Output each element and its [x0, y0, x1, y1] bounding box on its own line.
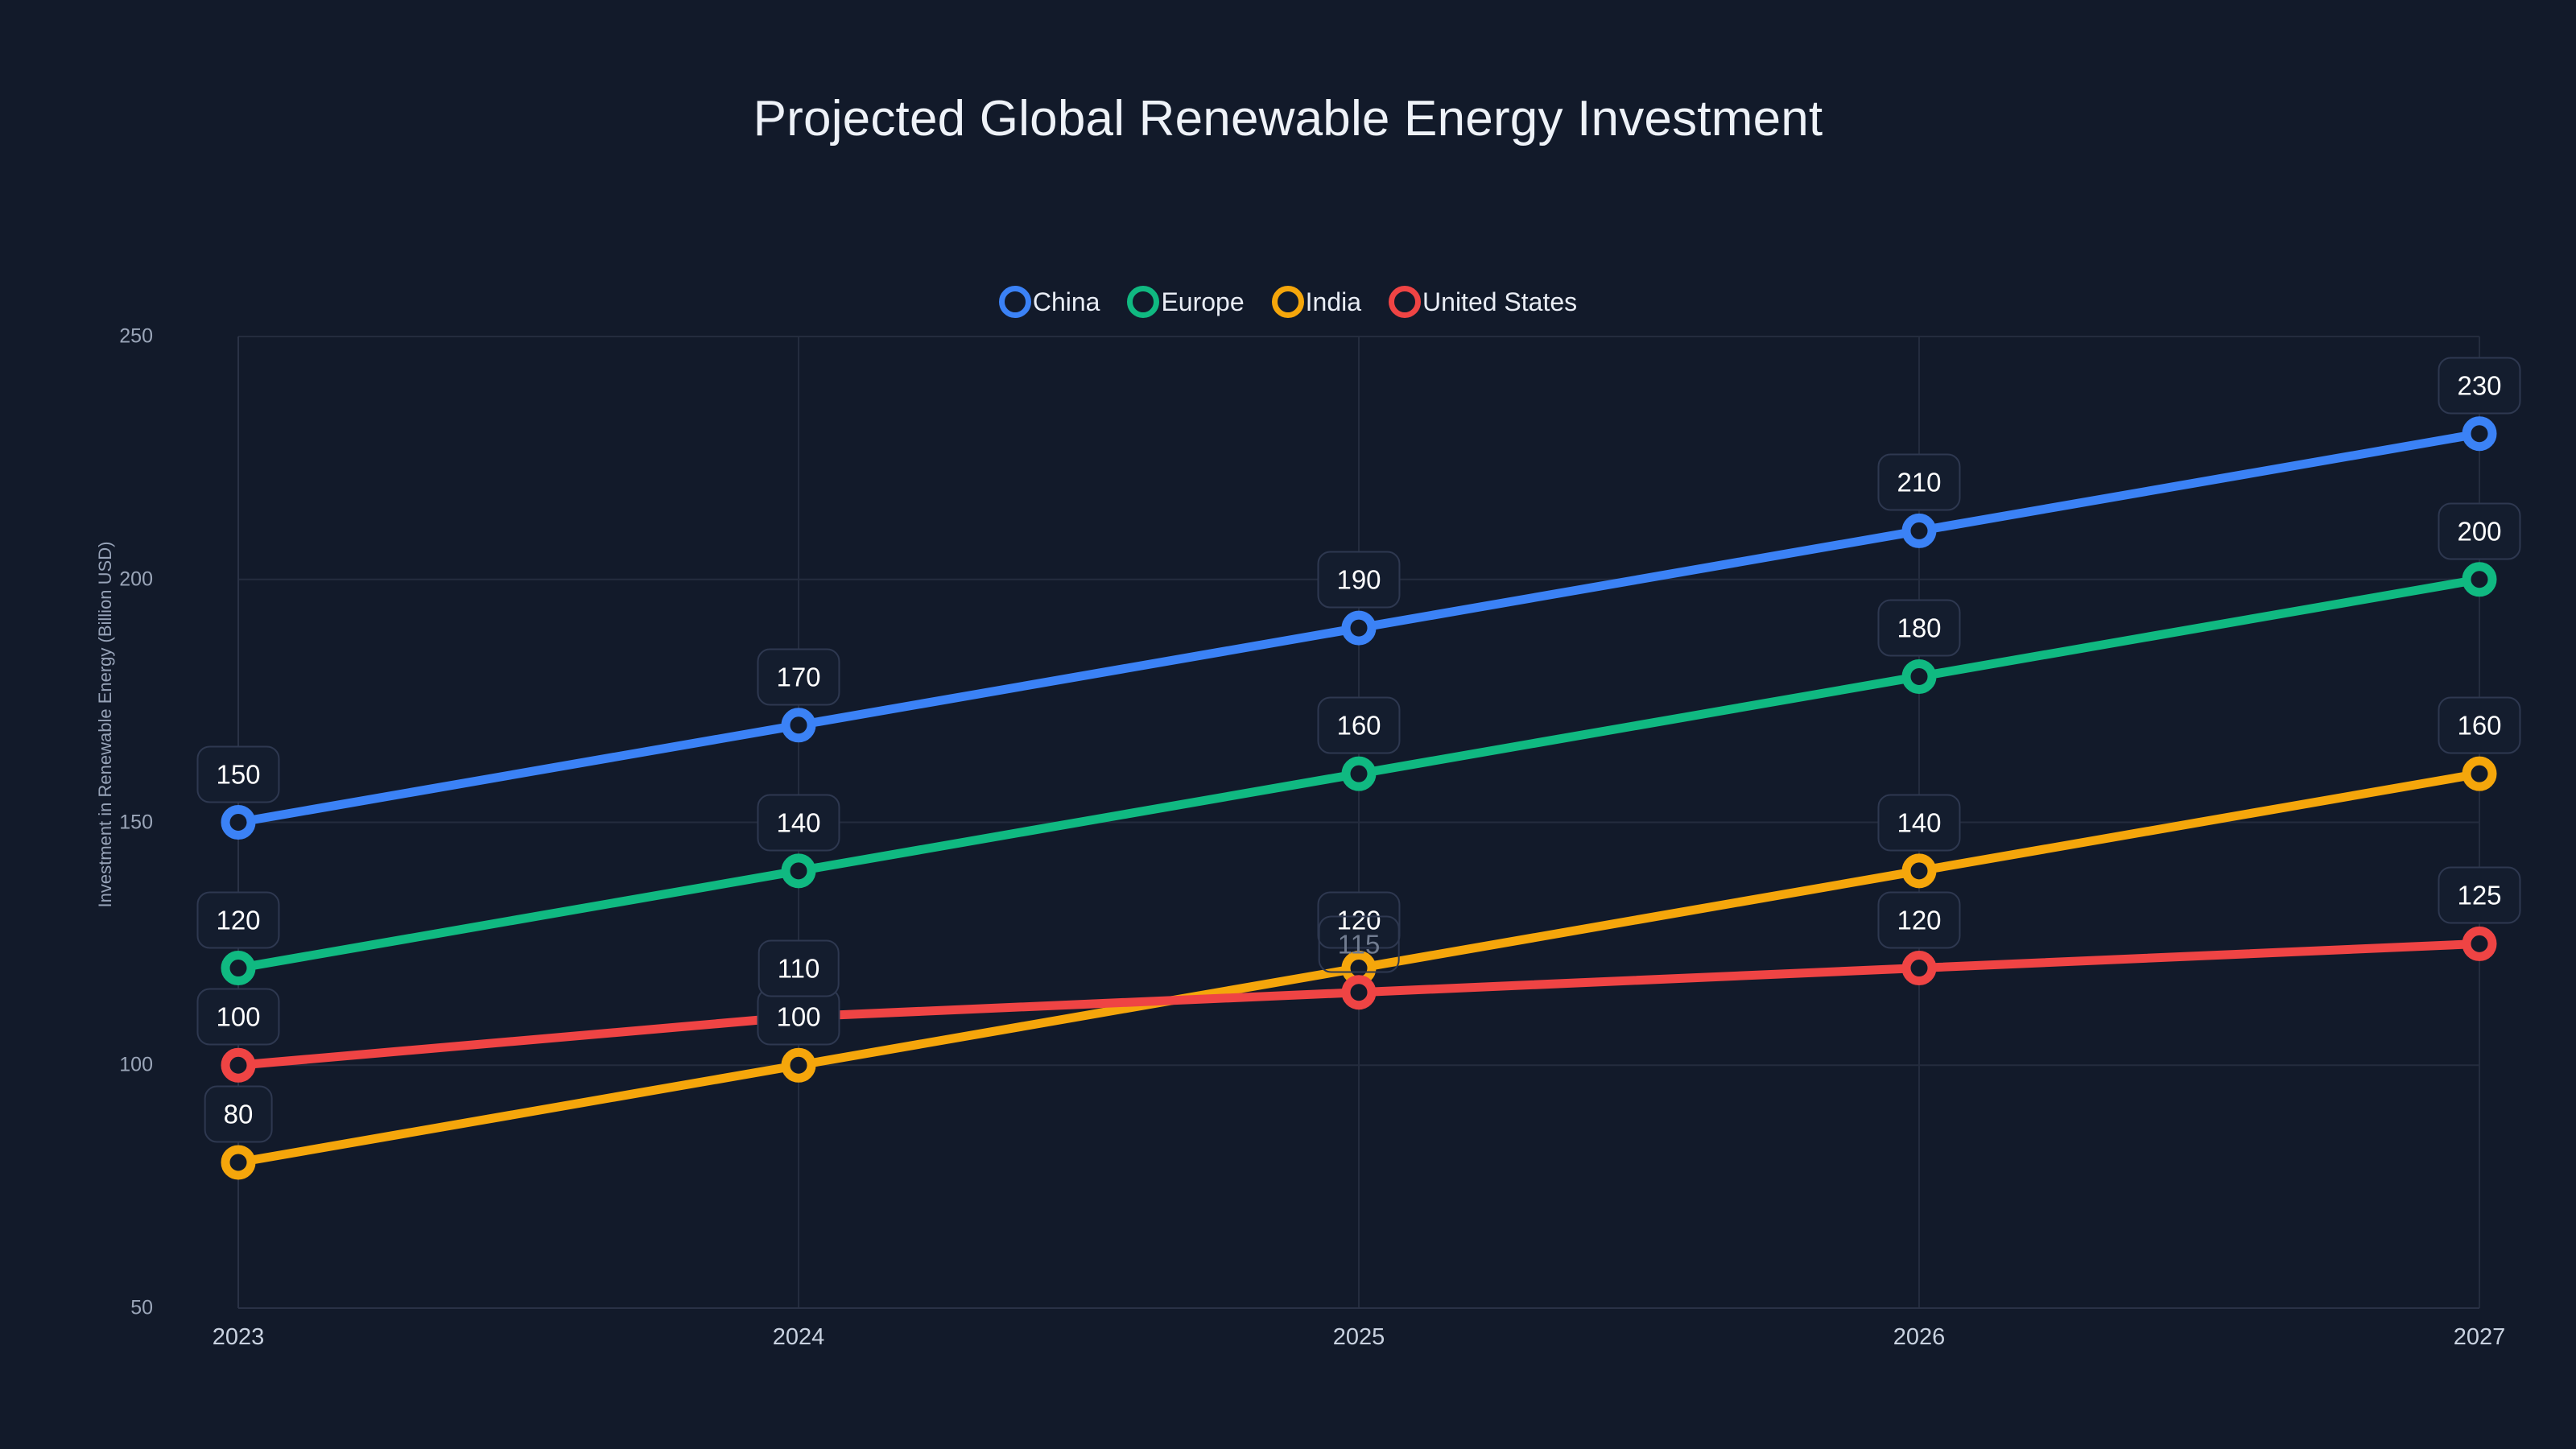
- legend-item-united-states[interactable]: United States: [1389, 286, 1577, 318]
- data-label-china-2024: 170: [757, 648, 840, 706]
- x-axis-tick-2027: 2027: [2453, 1324, 2506, 1350]
- data-point-marker[interactable]: [1341, 610, 1377, 646]
- x-axis-tick-2023: 2023: [212, 1324, 265, 1350]
- data-point-marker[interactable]: [221, 805, 256, 840]
- data-point-marker[interactable]: [2462, 926, 2497, 961]
- x-axis-tick-2025: 2025: [1332, 1324, 1385, 1350]
- legend-item-europe[interactable]: Europe: [1127, 286, 1245, 318]
- data-label-india-2025: 120: [1317, 891, 1401, 949]
- data-label-united-states-2024: 110: [758, 939, 840, 997]
- data-label-india-2023: 80: [204, 1085, 273, 1143]
- legend-item-label: India: [1305, 287, 1362, 316]
- data-label-europe-2024: 140: [757, 794, 840, 852]
- data-label-united-states-2025: 115: [1318, 915, 1400, 973]
- data-point-marker[interactable]: [1341, 975, 1377, 1010]
- data-point-marker[interactable]: [781, 853, 816, 889]
- y-axis-title: Investment in Renewable Energy (Billion …: [95, 541, 115, 908]
- legend-item-china[interactable]: China: [998, 286, 1100, 318]
- data-label-china-2023: 150: [196, 745, 280, 803]
- legend-item-label: China: [1032, 287, 1100, 316]
- y-axis-tick-50: 50: [130, 1296, 153, 1319]
- data-label-china-2026: 210: [1877, 453, 1961, 511]
- data-point-marker[interactable]: [1901, 513, 1937, 548]
- y-axis-tick-150: 150: [119, 811, 153, 833]
- data-point-marker[interactable]: [1901, 853, 1937, 889]
- series-india: [221, 756, 2497, 1180]
- x-axis-tick-2026: 2026: [1893, 1324, 1946, 1350]
- data-point-marker[interactable]: [781, 708, 816, 743]
- y-axis-tick-200: 200: [119, 568, 153, 591]
- chart-title: Projected Global Renewable Energy Invest…: [753, 91, 1823, 147]
- grid-lines: [237, 336, 2480, 1309]
- data-point-marker[interactable]: [1341, 756, 1377, 791]
- data-label-india-2026: 140: [1877, 794, 1961, 852]
- data-label-europe-2023: 120: [196, 891, 280, 949]
- legend-item-label: Europe: [1161, 287, 1245, 316]
- data-point-marker[interactable]: [2462, 562, 2497, 597]
- series-europe: [221, 562, 2497, 986]
- data-point-marker[interactable]: [781, 1047, 816, 1083]
- legend-item-india[interactable]: India: [1271, 286, 1362, 318]
- data-label-europe-2025: 160: [1317, 696, 1401, 754]
- data-point-marker[interactable]: [2462, 416, 2497, 452]
- ring-marker-united-states-icon: [1389, 286, 1422, 318]
- data-point-marker[interactable]: [221, 1145, 256, 1180]
- data-point-marker[interactable]: [1901, 658, 1937, 694]
- data-label-united-states-2027: 125: [2438, 866, 2521, 924]
- data-label-india-2024: 100: [757, 988, 840, 1046]
- ring-marker-china-icon: [998, 286, 1031, 318]
- data-label-china-2027: 230: [2438, 357, 2521, 415]
- ring-marker-india-icon: [1271, 286, 1304, 318]
- ring-marker-europe-icon: [1127, 286, 1160, 318]
- chart-legend: China Europe India United States: [0, 286, 2576, 318]
- data-label-europe-2027: 200: [2438, 502, 2521, 560]
- y-axis-tick-250: 250: [119, 324, 153, 348]
- data-point-marker[interactable]: [2462, 756, 2497, 791]
- legend-item-label: United States: [1422, 287, 1578, 316]
- data-point-marker[interactable]: [1901, 951, 1937, 986]
- data-label-europe-2026: 180: [1877, 599, 1961, 657]
- y-axis-tick-100: 100: [119, 1053, 153, 1076]
- data-label-india-2027: 160: [2438, 696, 2521, 754]
- x-axis-tick-2024: 2024: [772, 1324, 825, 1350]
- data-label-united-states-2023: 100: [196, 988, 280, 1046]
- data-point-marker[interactable]: [221, 951, 256, 986]
- data-point-marker[interactable]: [221, 1047, 256, 1083]
- series-china: [221, 416, 2497, 840]
- data-label-china-2025: 190: [1317, 551, 1401, 609]
- data-label-united-states-2026: 120: [1877, 891, 1961, 949]
